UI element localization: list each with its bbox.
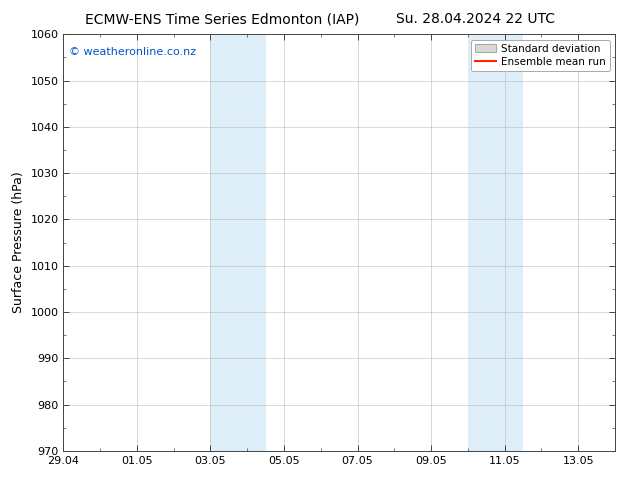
Y-axis label: Surface Pressure (hPa): Surface Pressure (hPa)	[12, 172, 25, 314]
Text: ECMW-ENS Time Series Edmonton (IAP): ECMW-ENS Time Series Edmonton (IAP)	[85, 12, 359, 26]
Bar	[210, 34, 266, 451]
Text: Su. 28.04.2024 22 UTC: Su. 28.04.2024 22 UTC	[396, 12, 555, 26]
Bar	[468, 34, 523, 451]
Text: © weatheronline.co.nz: © weatheronline.co.nz	[69, 47, 196, 57]
Legend: Standard deviation, Ensemble mean run: Standard deviation, Ensemble mean run	[470, 40, 610, 71]
